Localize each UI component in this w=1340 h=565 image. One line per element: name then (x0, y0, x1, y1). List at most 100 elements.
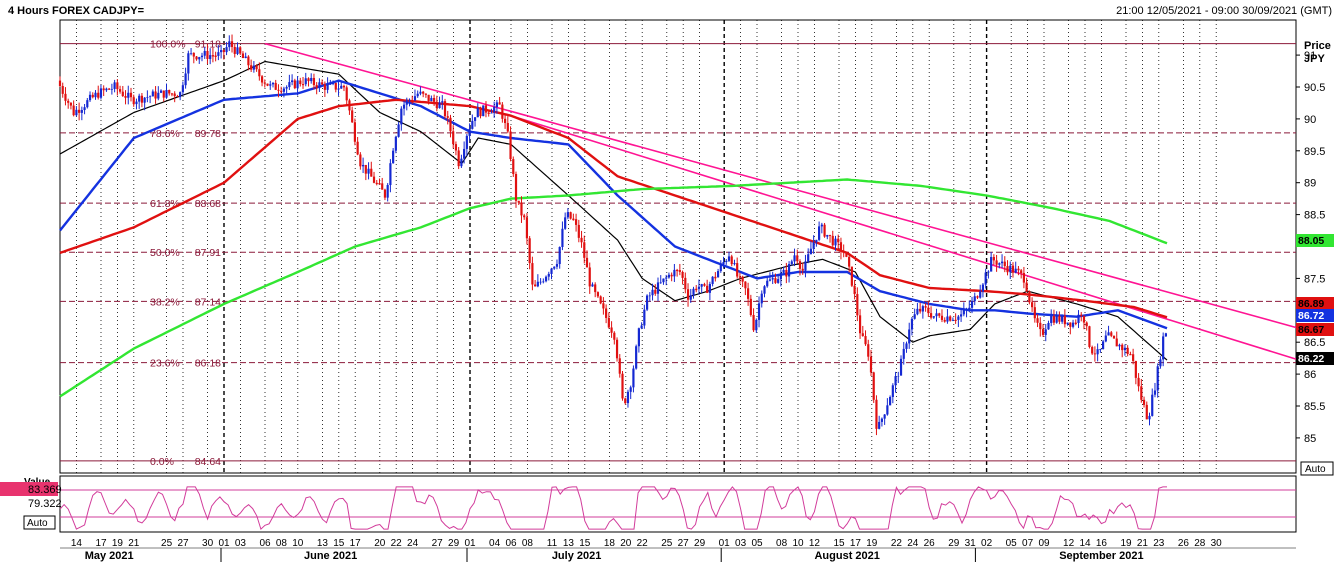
x-tick-label: 14 (1079, 538, 1091, 549)
x-tick-label: 05 (751, 538, 763, 549)
last-price-badge-value: 86.67 (1298, 324, 1324, 336)
black-ma-badge-value: 86.22 (1298, 353, 1324, 365)
x-tick-label: 22 (391, 538, 403, 549)
x-month-label: July 2021 (552, 550, 602, 562)
price-tick-label: 85.5 (1304, 401, 1325, 413)
price-auto-label: Auto (1305, 464, 1326, 475)
x-tick-label: 08 (522, 538, 534, 549)
x-tick-label: 29 (694, 538, 706, 549)
x-tick-label: 02 (981, 538, 993, 549)
x-tick-label: 07 (1022, 538, 1034, 549)
x-tick-label: 23 (1153, 538, 1165, 549)
price-axis-unit: JPY (1304, 53, 1325, 65)
price-axis[interactable]: Price JPY 91 90.5 90 89.5 89 88.5 87.5 86.5 86 85… (1296, 40, 1334, 476)
x-tick-label: 18 (604, 538, 616, 549)
x-month-label: May 2021 (85, 550, 134, 562)
x-tick-label: 14 (71, 538, 83, 549)
x-tick-label: 26 (924, 538, 936, 549)
fib-percent-label: 78.6% (150, 128, 180, 140)
oscillator-series (59, 485, 1296, 531)
x-tick-label: 19 (866, 538, 878, 549)
fib-percent-label: 23.6% (150, 358, 180, 370)
time-axis[interactable]: 14 17 19 21 25 27 30 01 03 06 08 10 13 15 17 20 22 24 27 29… (60, 538, 1296, 562)
x-tick-label: 27 (432, 538, 444, 549)
green-ma-badge (1296, 234, 1334, 247)
fib-price-label: 87.91 (195, 247, 221, 259)
x-tick-label: 31 (965, 538, 977, 549)
oscillator-panel[interactable] (59, 475, 1297, 533)
x-tick-label: 20 (620, 538, 632, 549)
black-ma-badge (1296, 352, 1334, 365)
x-tick-label: 15 (579, 538, 591, 549)
oscillator-value1: 83.369 (28, 484, 62, 496)
x-tick-label: 08 (776, 538, 788, 549)
ma-line (59, 60, 1168, 361)
x-tick-label: 21 (128, 538, 140, 549)
x-tick-label: 25 (161, 538, 173, 549)
x-tick-label: 15 (833, 538, 845, 549)
price-tick-label: 88.5 (1304, 210, 1325, 222)
x-tick-label: 01 (464, 538, 476, 549)
candles (58, 34, 1167, 436)
x-tick-label: 06 (259, 538, 271, 549)
ma-line (59, 178, 1168, 398)
x-tick-label: 28 (1194, 538, 1206, 549)
x-month-label: September 2021 (1059, 550, 1143, 562)
time-range: 21:00 12/05/2021 - 09:00 30/09/2021 (GMT… (1116, 5, 1332, 17)
fib-price-label: 84.64 (195, 456, 221, 468)
fib-price-label: 87.14 (195, 296, 221, 308)
oscillator-readout: Value 83.369 79.322 Auto (0, 477, 62, 530)
x-tick-label: 21 (1137, 538, 1149, 549)
x-tick-label: 10 (292, 538, 304, 549)
price-auto-button[interactable] (1300, 461, 1334, 476)
x-tick-label: 17 (95, 538, 107, 549)
x-tick-label: 03 (735, 538, 747, 549)
x-tick-label: 29 (948, 538, 960, 549)
x-tick-label: 30 (1211, 538, 1223, 549)
x-tick-label: 13 (317, 538, 329, 549)
fib-percent-label: 61.8% (150, 198, 180, 210)
fib-percent-label: 50.0% (150, 247, 180, 259)
x-tick-label: 17 (850, 538, 862, 549)
fib-percent-label: 38.2% (150, 296, 180, 308)
x-tick-label: 24 (907, 538, 919, 549)
x-tick-label: 22 (637, 538, 649, 549)
oscillator-value-badge (0, 482, 58, 496)
blue-ma-badge (1296, 309, 1334, 322)
price-tick-label: 89.5 (1304, 146, 1325, 158)
x-tick-label: 20 (374, 538, 386, 549)
x-tick-label: 13 (563, 538, 575, 549)
red-ma-badge (1296, 297, 1334, 310)
red-ma-badge-value: 86.89 (1298, 298, 1324, 310)
x-month-label: June 2021 (304, 550, 357, 562)
price-tick-label: 87.5 (1304, 273, 1325, 285)
price-tick-label: 91 (1304, 50, 1316, 62)
fib-price-label: 86.18 (195, 358, 221, 370)
x-tick-label: 30 (202, 538, 214, 549)
price-axis-label: Price (1304, 40, 1331, 52)
x-tick-label: 11 (547, 538, 558, 549)
price-tick-label: 85 (1304, 433, 1316, 445)
x-month-label: August 2021 (814, 550, 879, 562)
x-tick-label: 01 (218, 538, 230, 549)
x-tick-label: 27 (177, 538, 189, 549)
x-tick-label: 15 (333, 538, 345, 549)
green-ma-badge-value: 88.05 (1298, 235, 1324, 247)
oscillator-value2: 79.322 (28, 498, 62, 510)
oscillator-auto-button[interactable] (23, 515, 56, 530)
trendline (264, 42, 1297, 329)
x-tick-label: 24 (407, 538, 419, 549)
blue-ma-badge-value: 86.72 (1298, 310, 1324, 322)
x-tick-label: 29 (448, 538, 460, 549)
x-tick-label: 26 (1178, 538, 1190, 549)
price-tick-label: 90 (1304, 114, 1316, 126)
x-tick-label: 12 (1063, 538, 1075, 549)
x-tick-label: 12 (809, 538, 821, 549)
x-tick-label: 01 (719, 538, 731, 549)
x-tick-label: 09 (1038, 538, 1050, 549)
x-tick-label: 04 (489, 538, 501, 549)
chart-header: 4 Hours FOREX CADJPY= 21:00 12/05/2021 -… (0, 0, 1340, 20)
price-tick-label: 89 (1304, 178, 1316, 190)
fib-price-label: 89.78 (195, 128, 221, 140)
